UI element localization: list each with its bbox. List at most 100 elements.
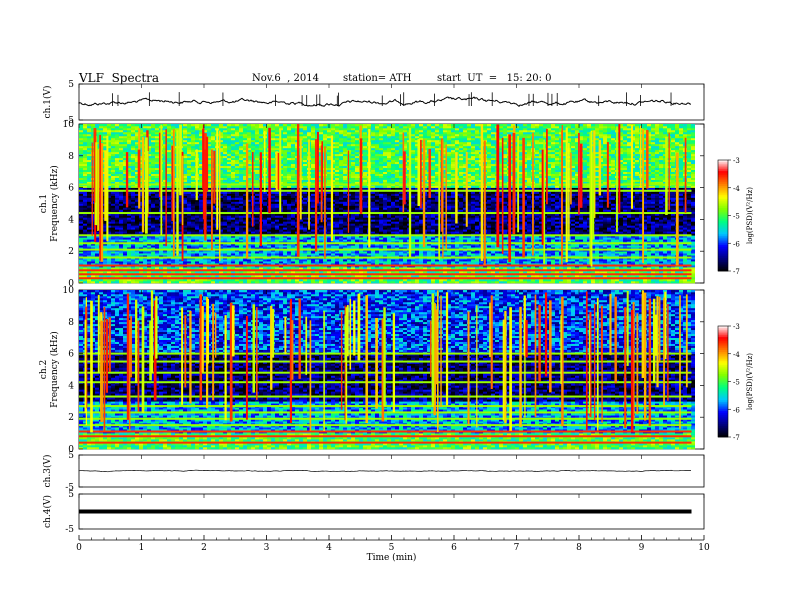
heatmap-cell [659,223,663,225]
heatmap-cell [99,267,103,269]
heatmap-cell [487,237,491,239]
heatmap-cell [667,231,671,233]
heatmap-cell [383,229,387,231]
heatmap-cell [403,251,407,253]
heatmap-cell [319,267,323,269]
heatmap-cell [171,275,175,277]
heatmap-cell [591,271,595,273]
heatmap-cell [463,227,467,229]
heatmap-cell [135,261,139,263]
heatmap-cell [575,259,579,261]
heatmap-cell [635,251,639,253]
heatmap-cell [687,245,691,247]
heatmap-cell [299,219,303,221]
heatmap-cell [119,261,123,263]
heatmap-cell [327,279,331,281]
heatmap-cell [579,231,583,233]
heatmap-cell [575,271,579,273]
heatmap-cell [575,237,579,239]
heatmap-cell [359,231,363,233]
heatmap-cell [451,225,455,227]
heatmap-cell [199,279,203,281]
heatmap-cell [555,245,559,247]
heatmap-cell [671,227,675,229]
heatmap-cell [267,225,271,227]
heatmap-cell [559,267,563,269]
heatmap-cell [119,221,123,223]
heatmap-cell [691,243,695,245]
heatmap-cell [403,225,407,227]
heatmap-cell [603,267,607,269]
heatmap-cell [151,217,155,219]
heatmap-cell [503,281,507,283]
heatmap-cell [655,281,659,283]
heatmap-cell [215,279,219,281]
heatmap-cell [503,231,507,233]
heatmap-cell [343,225,347,227]
heatmap-cell [207,239,211,241]
heatmap-cell [299,223,303,225]
heatmap-cell [447,281,451,283]
heatmap-cell [371,223,375,225]
heatmap-cell [155,275,159,277]
heatmap-cell [347,261,351,263]
heatmap-cell [379,259,383,261]
heatmap-cell [155,261,159,263]
heatmap-cell [527,219,531,221]
heatmap-cell [635,279,639,281]
heatmap-cell [651,227,655,229]
heatmap-cell [115,253,119,255]
heatmap-cell [423,251,427,253]
heatmap-cell [579,229,583,231]
heatmap-cell [655,251,659,253]
heatmap-cell [663,229,667,231]
heatmap-cell [195,259,199,261]
heatmap-cell [355,227,359,229]
heatmap-cell [115,245,119,247]
heatmap-cell [287,271,291,273]
heatmap-cell [443,267,447,269]
heatmap-cell [167,229,171,231]
heatmap-cell [479,275,483,277]
heatmap-cell [627,245,631,247]
heatmap-cell [199,219,203,221]
heatmap-cell [415,225,419,227]
heatmap-cell [395,231,399,233]
heatmap-cell [559,271,563,273]
heatmap-cell [683,259,687,261]
heatmap-cell [491,281,495,283]
heatmap-cell [251,275,255,277]
heatmap-cell [343,227,347,229]
heatmap-cell [227,275,231,277]
heatmap-cell [135,239,139,241]
heatmap-cell [359,221,363,223]
heatmap-cell [303,227,307,229]
heatmap-cell [679,261,683,263]
heatmap-cell [379,225,383,227]
heatmap-cell [183,221,187,223]
heatmap-cell [355,281,359,283]
heatmap-cell [663,281,667,283]
heatmap-cell [215,245,219,247]
heatmap-cell [663,245,667,247]
heatmap-cell [207,219,211,221]
heatmap-cell [575,251,579,253]
heatmap-cell [403,219,407,221]
heatmap-cell [335,271,339,273]
heatmap-cell [599,245,603,247]
heatmap-cell [207,275,211,277]
heatmap-cell [591,279,595,281]
heatmap-cell [671,239,675,241]
heatmap-cell [267,223,271,225]
heatmap-cell [623,261,627,263]
heatmap-cell [351,259,355,261]
heatmap-cell [251,229,255,231]
spectrogram-heatmap-ch1 [79,124,695,283]
heatmap-cell [379,239,383,241]
heatmap-cell [223,267,227,269]
heatmap-cell [219,279,223,281]
heatmap-cell [383,227,387,229]
heatmap-cell [115,275,119,277]
heatmap-cell [271,219,275,221]
heatmap-cell [611,253,615,255]
